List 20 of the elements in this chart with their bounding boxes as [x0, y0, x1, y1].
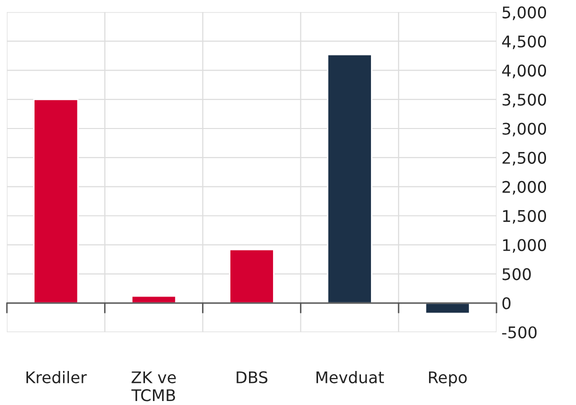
x-tick-label: DBS [236, 371, 268, 384]
y-tick-label: 0 [502, 297, 510, 310]
y-tick-label: 1,000 [503, 239, 546, 253]
y-tick-label: 4,000 [502, 64, 546, 78]
x-tick-label: Krediler [26, 370, 87, 384]
y-tick-label: 5,000 [502, 6, 546, 20]
bar [33, 98, 79, 304]
x-tick-label: ZK ve TCMB [131, 371, 176, 402]
y-tick-label: 3,500 [502, 94, 546, 108]
y-tick-label: 3,000 [502, 122, 546, 136]
y-tick-label: -500 [502, 326, 537, 338]
x-tick-label: Mevduat [316, 370, 384, 384]
y-tick-label: 4,500 [502, 35, 546, 50]
bar [228, 248, 274, 304]
bar [326, 54, 372, 304]
y-tick-label: 500 [502, 268, 531, 280]
y-tick-label: 1,500 [503, 210, 546, 224]
y-tick-label: 2,500 [502, 152, 546, 166]
x-tick-label: Repo [429, 371, 467, 386]
y-tick-label: 2,000 [502, 180, 546, 195]
